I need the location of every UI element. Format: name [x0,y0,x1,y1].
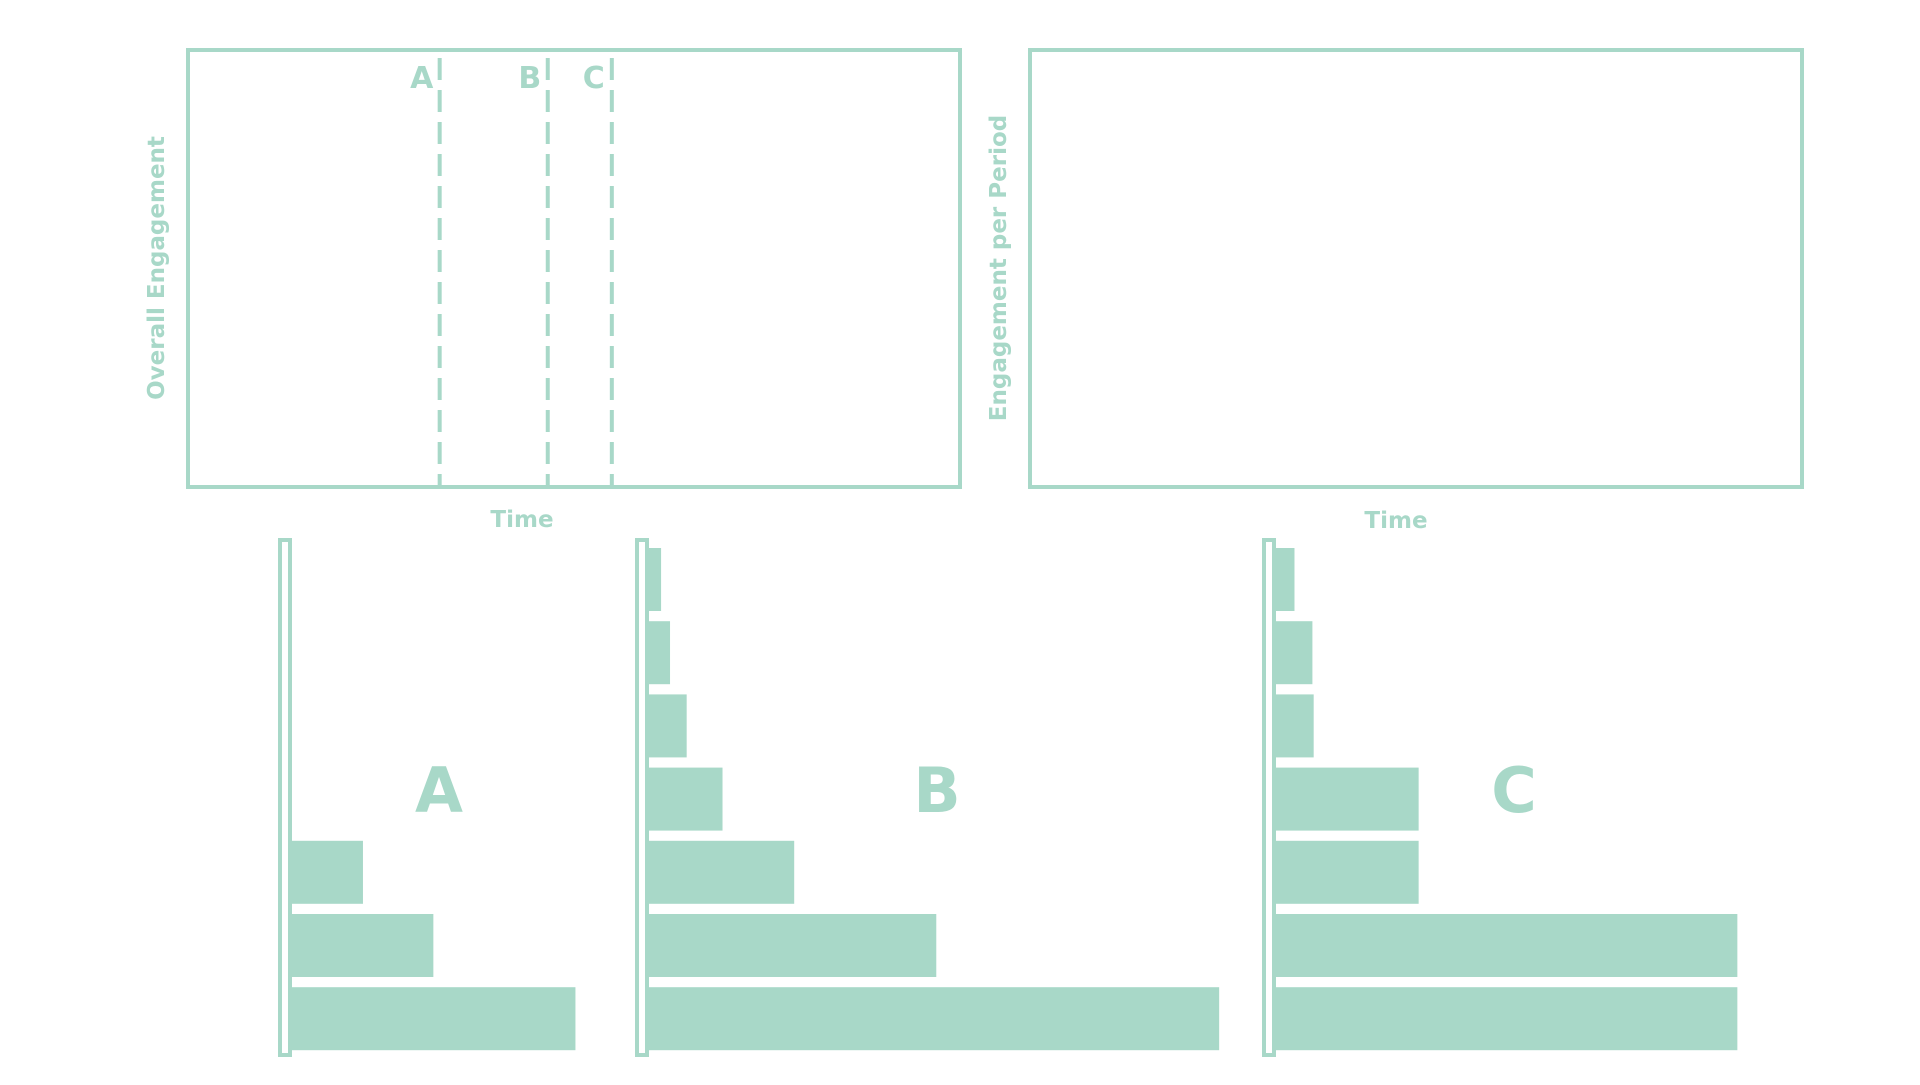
engagement-per-period-y-label: Engagement per Period [986,115,1012,421]
bar-panel-c: C [1262,538,1738,1057]
bar-panel-a-bar-6 [290,914,434,977]
bar-panel-b-bar-1 [647,548,662,611]
time-markers: A B C [410,58,614,485]
bar-panel-a-axis [278,538,292,1057]
bar-panel-b-bar-5 [647,840,795,904]
engagement-per-period-plot-frame [1028,48,1804,489]
bar-panel-b-bar-4 [647,767,723,831]
marker-label-b: B [518,61,541,96]
marker-label-c: C [583,61,605,96]
bar-panel-b-bar-7 [647,987,1220,1051]
bar-panel-c-bar-1 [1274,548,1295,611]
bar-panel-c-axis [1262,538,1276,1057]
engagement-per-period-chart: Engagement per Period Time [986,48,1804,534]
overall-engagement-y-label: Overall Engagement [144,136,170,400]
bar-panel-a-label: A [415,754,463,827]
bar-panel-a-bar-7 [290,987,576,1051]
bar-panel-c-bar-2 [1274,621,1313,685]
bar-panel-c-bar-5 [1274,840,1419,904]
marker-label-a: A [410,61,434,96]
bar-panel-c-bar-3 [1274,694,1314,758]
bar-panel-a: A [278,538,576,1057]
overall-engagement-chart: A B C Overall Engagement Time [144,48,962,533]
overall-engagement-x-label: Time [490,507,553,533]
bar-panel-b-bar-3 [647,694,687,758]
overall-engagement-plot-frame [186,48,962,489]
bar-panel-b: B [635,538,1220,1057]
bar-panel-b-axis [635,538,649,1057]
bar-panel-b-label: B [913,754,960,827]
bar-panel-c-bar-7 [1274,987,1738,1051]
bar-panel-c-label: C [1491,754,1537,827]
bar-panel-c-bar-6 [1274,914,1738,977]
bar-panel-b-bar-6 [647,914,937,977]
engagement-per-period-x-label: Time [1364,508,1427,534]
bar-panel-b-bar-2 [647,621,671,685]
bar-panel-a-bar-5 [290,840,363,904]
bar-panel-c-bar-4 [1274,767,1419,831]
